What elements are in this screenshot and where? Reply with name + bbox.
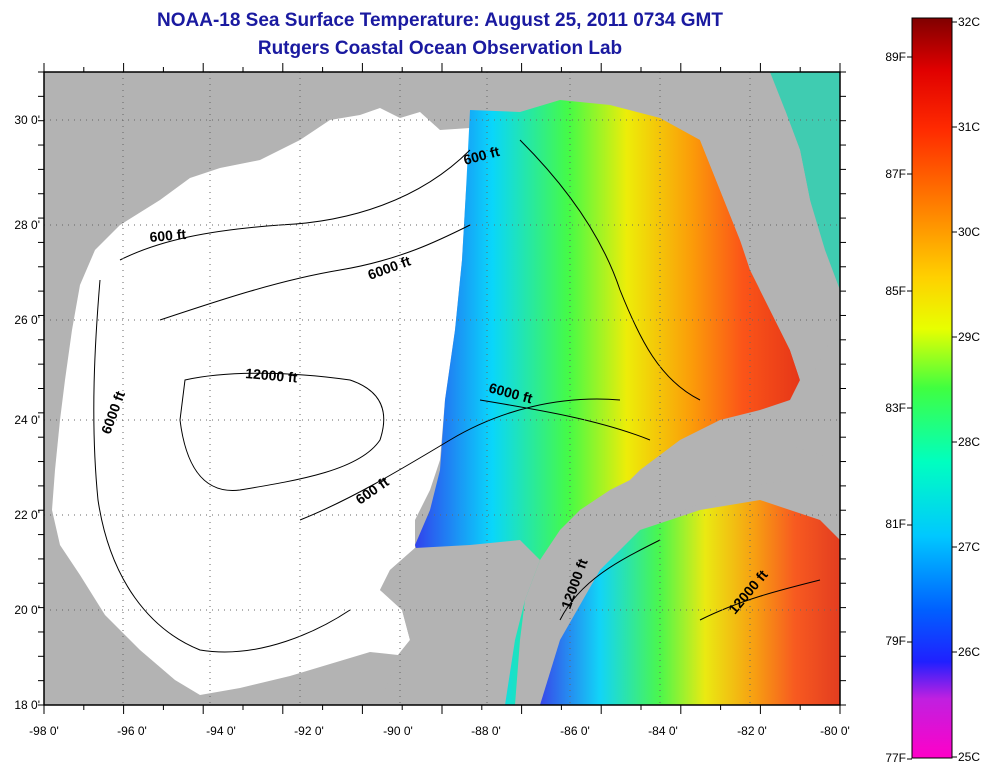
sst-imagery-caribbean [540,500,840,705]
contour-600-south [299,398,621,521]
lon-label: -92 0' [294,724,324,738]
lon-label: -80 0' [820,724,850,738]
lat-label: 24 0' [14,413,40,427]
lon-label: -84 0' [648,724,678,738]
sst-imagery-atlantic [770,72,840,290]
fahrenheit-label: 79F [885,634,906,648]
lat-label: 26 0' [14,313,40,327]
fahrenheit-label: 89F [885,50,906,64]
celsius-label: 26C [958,645,980,659]
tick-marks [38,63,846,714]
lat-label: 18 0' [14,698,40,712]
contour-12000-yucatan [559,539,661,621]
lat-label: 30 0' [14,113,40,127]
celsius-label: 30C [958,225,980,239]
lat-label: 22 0' [14,508,40,522]
lon-label: -88 0' [471,724,501,738]
lon-label: -96 0' [117,724,147,738]
colorbar [911,17,953,759]
lon-label: -98 0' [29,724,59,738]
lat-label: 28 0' [14,218,40,232]
contour-shelf-east [519,139,701,401]
cuba-land [580,440,840,535]
contour-6000-north [159,224,471,321]
graticule [44,72,840,705]
longitude-labels: -98 0' -96 0' -94 0' -92 0' -90 0' -88 0… [29,724,850,738]
colorbar-ticks [907,21,957,760]
contour-6000-west [93,279,351,653]
map-title: NOAA-18 Sea Surface Temperature: August … [157,10,723,31]
celsius-label: 29C [958,330,980,344]
map-subtitle: Rutgers Coastal Ocean Observation Lab [257,38,623,59]
bathymetry-contours [93,139,821,653]
florida-land [700,110,830,380]
colorbar-celsius-labels: 32C 31C 30C 29C 28C 27C 26C 25C [958,15,980,764]
lon-label: -86 0' [560,724,590,738]
fahrenheit-label: 87F [885,167,906,181]
contour-label: 600 ft [149,226,187,245]
lon-label: -82 0' [737,724,767,738]
celsius-label: 31C [958,120,980,134]
celsius-label: 25C [958,750,980,764]
fahrenheit-label: 81F [885,517,906,531]
lon-label: -90 0' [383,724,413,738]
celsius-label: 28C [958,435,980,449]
lat-label: 20 0' [14,603,40,617]
contour-600-north [119,149,471,261]
celsius-label: 27C [958,540,980,554]
celsius-label: 32C [958,15,980,29]
contour-12000 [179,372,385,491]
latitude-labels: 30 0' 28 0' 26 0' 24 0' 22 0' 20 0' 18 0… [14,113,40,712]
fahrenheit-label: 83F [885,401,906,415]
contour-12000-carib [699,579,821,621]
fahrenheit-label: 85F [885,284,906,298]
lon-label: -94 0' [206,724,236,738]
colorbar-fahrenheit-labels: 89F 87F 85F 83F 81F 79F 77F [885,50,906,765]
contour-6000-east [479,399,651,441]
gulf-water [52,108,470,695]
fahrenheit-label: 77F [885,751,906,765]
contour-label: 12000 ft [245,365,299,386]
yucatan-land [380,540,540,705]
